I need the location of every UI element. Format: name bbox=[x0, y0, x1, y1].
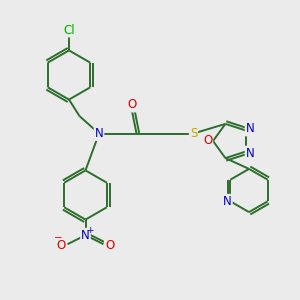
Text: −: − bbox=[53, 233, 62, 243]
Text: N: N bbox=[223, 195, 232, 208]
Text: S: S bbox=[190, 127, 197, 140]
Text: O: O bbox=[105, 239, 114, 252]
Text: N: N bbox=[246, 122, 254, 135]
Text: +: + bbox=[86, 226, 93, 235]
Text: O: O bbox=[57, 239, 66, 252]
Text: O: O bbox=[203, 134, 212, 148]
Text: N: N bbox=[246, 147, 254, 160]
Text: N: N bbox=[81, 229, 90, 242]
Text: O: O bbox=[128, 98, 136, 112]
Text: N: N bbox=[94, 127, 103, 140]
Text: Cl: Cl bbox=[63, 23, 75, 37]
